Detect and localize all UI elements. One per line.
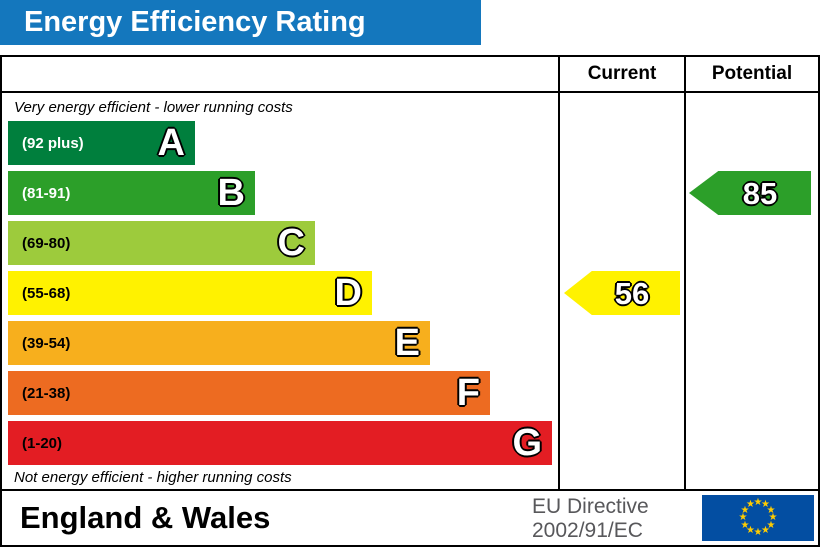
eu-flag-icon (702, 495, 814, 541)
band-range-label: (92 plus) (22, 134, 84, 152)
band-range-label: (21-38) (22, 384, 71, 402)
eu-directive-label: EU Directive 2002/91/EC (532, 495, 649, 543)
band-letter: D (334, 272, 362, 314)
band-range-label: (69-80) (22, 234, 71, 252)
band-letter: C (277, 222, 305, 264)
current-rating-value: 56 (614, 275, 650, 311)
band-range-label: (55-68) (22, 284, 71, 302)
top-note: Very energy efficient - lower running co… (14, 99, 293, 116)
region-label: England & Wales (20, 500, 271, 535)
band-range-label: (39-54) (22, 334, 71, 352)
current-column-header: Current (587, 63, 657, 84)
potential-rating-marker: 85 (689, 171, 811, 215)
eu-directive-line1: EU Directive (532, 495, 649, 518)
eu-flag-star (746, 500, 755, 510)
band-letter: A (157, 122, 185, 164)
potential-column-divider (684, 57, 686, 489)
band-row-a: (92 plus) A (8, 121, 195, 165)
table-header-row: Current Potential (2, 57, 818, 93)
band-letter: G (512, 422, 542, 464)
eu-directive-line2: 2002/91/EC (532, 519, 643, 542)
chart-title-bar: Energy Efficiency Rating (0, 0, 481, 45)
band-range-label: (1-20) (22, 434, 63, 452)
band-row-d: (55-68) D (8, 271, 372, 315)
potential-rating-value: 85 (742, 175, 778, 211)
band-row-e: (39-54) E (8, 321, 430, 365)
footer-bar: England & Wales EU Directive 2002/91/EC (0, 489, 820, 547)
band-row-g: (1-20) G (8, 421, 552, 465)
band-row-b: (81-91) B (8, 171, 255, 215)
band-letter: E (394, 322, 420, 364)
bottom-note: Not energy efficient - higher running co… (14, 469, 292, 486)
current-rating-marker: 56 (564, 271, 680, 315)
band-row-c: (69-80) C (8, 221, 315, 265)
current-column-divider (558, 57, 560, 489)
band-row-f: (21-38) F (8, 371, 490, 415)
rating-table: Current Potential Very energy efficient … (0, 55, 820, 491)
chart-title: Energy Efficiency Rating (24, 6, 366, 38)
potential-column-header: Potential (711, 63, 793, 84)
band-letter: B (217, 172, 245, 214)
band-range-label: (81-91) (22, 184, 71, 202)
band-letter: F (456, 372, 480, 414)
rating-bands: (92 plus) A (81-91) B (69-80) C (55-68) … (8, 121, 552, 471)
